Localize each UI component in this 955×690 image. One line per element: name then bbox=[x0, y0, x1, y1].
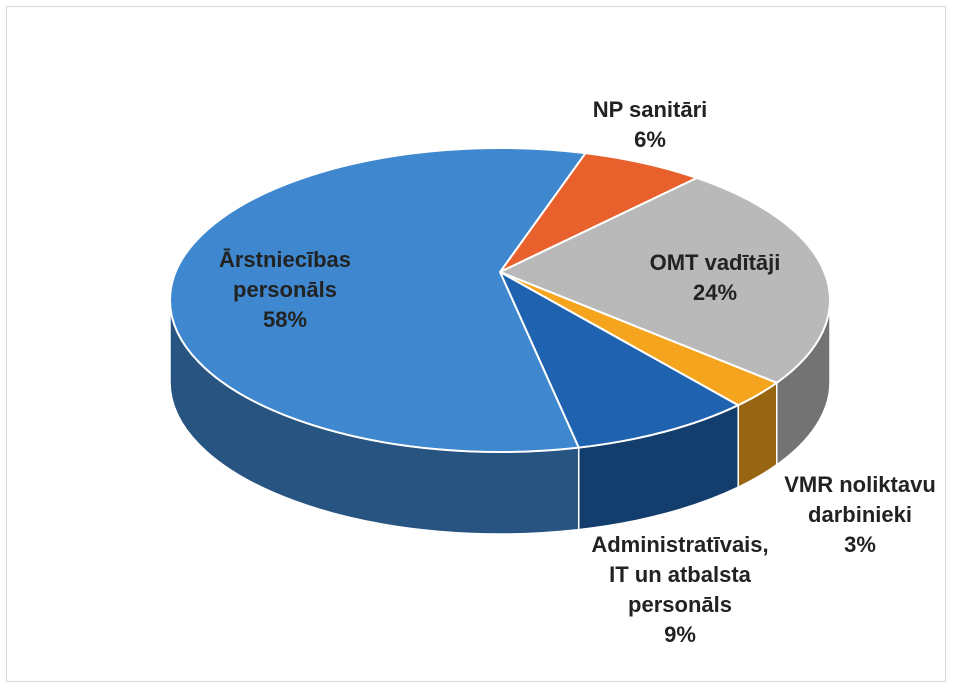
value-label: 9% bbox=[664, 622, 696, 647]
value-label: 3% bbox=[844, 532, 876, 557]
slice-tops bbox=[169, 147, 831, 453]
chart-frame bbox=[6, 6, 946, 682]
value-label: 58% bbox=[262, 307, 308, 332]
slice bbox=[499, 152, 700, 273]
category-label: VMR noliktavu darbinieki bbox=[784, 472, 936, 527]
slice-label: VMR noliktavu darbinieki 3% bbox=[771, 470, 949, 560]
category-label: Administratīvais, IT un atbalsta personā… bbox=[591, 532, 769, 617]
slice bbox=[497, 176, 831, 384]
value-label: 24% bbox=[692, 280, 738, 305]
category-label: NP sanitāri bbox=[592, 97, 708, 122]
slice-label: OMT vadītāji 24% bbox=[630, 248, 800, 308]
slice bbox=[169, 147, 588, 453]
slice-label: Ārstniecības personāls 58% bbox=[203, 245, 368, 335]
value-label: 6% bbox=[634, 127, 666, 152]
slice-label: Administratīvais, IT un atbalsta personā… bbox=[582, 530, 778, 650]
slice-label: NP sanitāri 6% bbox=[565, 95, 735, 155]
category-label: OMT vadītāji bbox=[649, 250, 781, 275]
category-label: Ārstniecības personāls bbox=[218, 247, 352, 302]
